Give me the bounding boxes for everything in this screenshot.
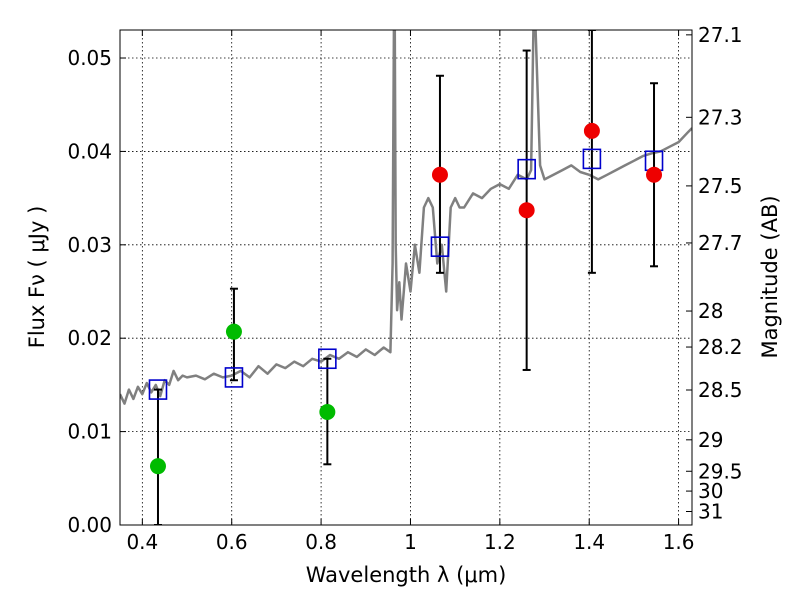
x-tick-label: 1.2 [484, 530, 516, 554]
y-tick-label: 0.02 [67, 326, 112, 350]
magnitude-tick-label: 30 [698, 479, 723, 503]
x-tick-label: 1.4 [573, 530, 605, 554]
magnitude-tick-label: 29.5 [698, 459, 743, 483]
model-square-marker [224, 367, 244, 388]
y-tick-label: 0.01 [67, 420, 112, 444]
magnitude-tick-label: 28 [698, 299, 723, 323]
data-markers [148, 122, 664, 475]
green-data-point [225, 323, 242, 340]
x-tick-label: 0.6 [216, 530, 248, 554]
x-tick-label: 1 [404, 530, 417, 554]
red-data-point [518, 202, 535, 219]
y-tick-label: 0.00 [67, 513, 112, 537]
spectrum-series [120, 30, 692, 405]
magnitude-tick-label: 29 [698, 428, 723, 452]
x-tick-label: 0.8 [305, 530, 337, 554]
x-axis-label: Wavelength λ (μm) [306, 563, 507, 587]
magnitude-axis-label: Magnitude (AB) [758, 195, 782, 358]
model-square-marker [318, 348, 337, 370]
magnitude-tick-label: 27.3 [698, 105, 743, 129]
x-tick-label: 1.6 [663, 530, 695, 554]
magnitude-tick-label: 28.2 [698, 335, 743, 359]
grid [120, 30, 692, 525]
model-square-marker [582, 148, 602, 170]
model-square-marker [517, 158, 536, 180]
y-tick-label: 0.04 [67, 139, 112, 163]
magnitude-tick-label: 28.5 [698, 378, 743, 402]
magnitude-tick-label: 27.1 [698, 23, 743, 47]
y-tick-label: 0.05 [67, 46, 112, 70]
y-tick-label: 0.03 [67, 233, 112, 257]
red-data-point [646, 166, 663, 183]
green-data-point [319, 403, 336, 420]
y-axis-label: Flux Fν ( μJy ) [25, 206, 49, 349]
magnitude-tick-label: 27.7 [698, 231, 743, 255]
y-axis-ticks: 0.00 0.01 0.02 0.03 0.04 0.05 [67, 46, 126, 537]
model-square-marker [148, 379, 168, 400]
red-data-point [431, 166, 448, 183]
spectrum-line [120, 30, 692, 405]
plot-frame [119, 29, 693, 526]
green-data-point [149, 458, 166, 475]
model-square-marker [430, 236, 450, 257]
magnitude-tick-label: 31 [698, 500, 723, 524]
x-axis-ticks: 0.4 0.6 0.8 1 1.2 1.4 1.6 [126, 30, 695, 554]
x-tick-label: 0.4 [126, 530, 158, 554]
magnitude-tick-label: 27.5 [698, 174, 743, 198]
red-data-point [583, 122, 600, 139]
